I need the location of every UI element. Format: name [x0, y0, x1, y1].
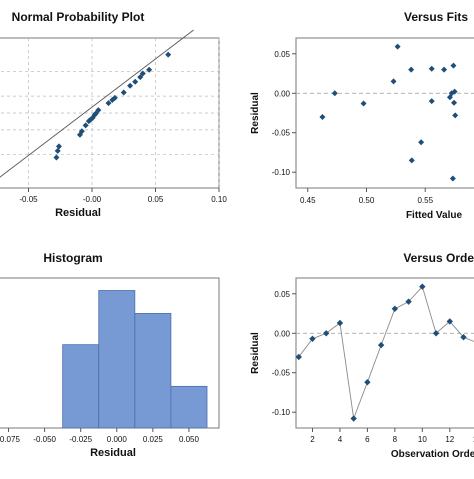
data-point — [441, 66, 448, 73]
x-tick-label: -0.050 — [33, 435, 56, 444]
x-axis-label: Fitted Value — [406, 210, 463, 221]
data-point — [451, 99, 458, 106]
data-point — [364, 379, 371, 386]
data-point — [451, 88, 458, 95]
data-point — [55, 143, 62, 150]
series-line — [298, 285, 474, 419]
plot-frame — [295, 277, 474, 429]
data-point — [105, 100, 112, 107]
x-tick-label: -0.00 — [83, 195, 102, 204]
data-point — [331, 90, 338, 97]
data-point — [446, 318, 453, 325]
y-tick-label: -0.10 — [272, 168, 291, 177]
data-point — [449, 175, 456, 182]
x-tick-label: -0.025 — [69, 435, 92, 444]
data-point — [139, 70, 146, 77]
data-point — [54, 147, 61, 154]
chart-title: Normal Probability Plot — [12, 10, 145, 24]
chart-title: Versus Fits — [404, 10, 468, 24]
x-axis-label: Residual — [90, 447, 136, 459]
data-point — [295, 353, 302, 361]
x-tick-label: 2 — [310, 435, 315, 444]
x-tick-label: 4 — [338, 435, 343, 444]
y-tick-label: -0.05 — [272, 369, 291, 378]
x-tick-label: 0.10 — [211, 195, 227, 204]
x-tick-label: 0.45 — [300, 196, 316, 205]
y-tick-label: 0.00 — [274, 329, 290, 338]
data-point — [452, 112, 459, 119]
data-point — [432, 330, 440, 337]
x-tick-label: 0.55 — [417, 196, 433, 205]
y-axis-label: Residual — [250, 92, 261, 134]
data-point — [336, 319, 344, 327]
y-tick-label: -0.10 — [272, 408, 291, 417]
data-point — [323, 330, 330, 337]
data-point — [319, 113, 326, 120]
data-point — [82, 122, 89, 129]
x-tick-label: 14 — [473, 435, 474, 444]
data-point — [408, 157, 415, 164]
plot-frame — [295, 37, 474, 189]
x-tick-label: 12 — [445, 435, 454, 444]
y-tick-label: 0.05 — [274, 290, 290, 299]
data-point — [390, 78, 397, 85]
chart-title: Versus Order — [403, 251, 474, 265]
x-tick-label: 10 — [418, 435, 427, 444]
data-point — [53, 154, 60, 161]
x-axis-label: Residual — [55, 207, 101, 219]
x-axis-label: Observation Order — [391, 449, 474, 460]
data-point — [391, 305, 399, 312]
data-point — [309, 335, 316, 342]
x-tick-label: 0.000 — [107, 435, 128, 444]
data-point — [78, 128, 85, 135]
x-tick-label: 0.05 — [148, 195, 164, 204]
x-tick-label: -0.075 — [0, 435, 20, 444]
histogram-bar — [62, 344, 100, 429]
x-tick-label: 8 — [393, 435, 398, 444]
data-point — [111, 94, 118, 101]
data-point — [419, 283, 426, 290]
data-point — [127, 82, 134, 89]
data-point — [132, 78, 139, 85]
histogram-bar — [170, 385, 208, 429]
y-axis-label: Residual — [250, 332, 261, 374]
x-tick-label: 0.025 — [143, 435, 164, 444]
data-point — [428, 98, 435, 105]
data-point — [460, 334, 467, 341]
data-point — [405, 298, 412, 305]
data-point — [165, 51, 172, 58]
y-tick-label: -0.05 — [272, 129, 291, 138]
x-tick-label: 0.050 — [179, 435, 200, 444]
data-point — [408, 66, 415, 73]
data-point — [146, 66, 153, 73]
data-point — [450, 62, 457, 69]
y-tick-label: 0.00 — [274, 89, 290, 98]
data-point — [95, 107, 102, 114]
data-point — [394, 43, 401, 50]
data-point — [418, 139, 425, 146]
histogram-bar — [134, 313, 172, 429]
data-point — [120, 89, 127, 96]
y-tick-label: 0.05 — [274, 50, 290, 59]
chart-title: Histogram — [43, 251, 102, 265]
x-tick-label: 0.50 — [359, 196, 375, 205]
x-tick-label: 6 — [365, 435, 370, 444]
reference-line — [0, 29, 194, 178]
data-point — [137, 74, 144, 81]
data-point — [360, 100, 367, 107]
data-point — [350, 415, 357, 422]
data-point — [377, 341, 385, 349]
histogram-bar — [98, 290, 136, 429]
data-point — [428, 65, 435, 72]
x-tick-label: -0.05 — [19, 195, 38, 204]
